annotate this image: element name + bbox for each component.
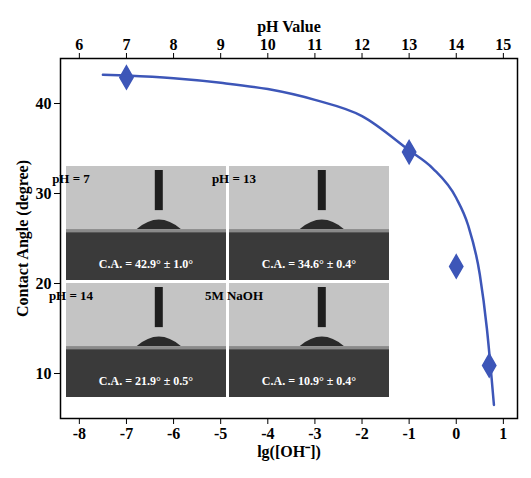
svg-text:C.A. = 21.9° ± 0.5°: C.A. = 21.9° ± 0.5° xyxy=(99,374,194,388)
svg-text:pH = 14: pH = 14 xyxy=(49,288,94,303)
svg-text:14: 14 xyxy=(448,36,464,53)
svg-text:C.A. = 34.6° ± 0.4°: C.A. = 34.6° ± 0.4° xyxy=(262,257,357,271)
svg-text:13: 13 xyxy=(401,36,417,53)
svg-text:10: 10 xyxy=(36,365,52,382)
svg-text:-5: -5 xyxy=(214,425,227,442)
svg-text:0: 0 xyxy=(452,425,460,442)
svg-text:Contact Angle (degree): Contact Angle (degree) xyxy=(14,160,32,317)
svg-text:1: 1 xyxy=(499,425,507,442)
svg-text:pH = 7: pH = 7 xyxy=(52,171,90,186)
svg-text:11: 11 xyxy=(307,36,322,53)
svg-text:-6: -6 xyxy=(167,425,180,442)
svg-text:C.A. = 10.9° ± 0.4°: C.A. = 10.9° ± 0.4° xyxy=(262,374,357,388)
svg-text:-2: -2 xyxy=(355,425,368,442)
svg-text:5M NaOH: 5M NaOH xyxy=(205,288,263,303)
svg-text:20: 20 xyxy=(35,274,52,292)
svg-text:15: 15 xyxy=(495,36,511,53)
svg-text:-7: -7 xyxy=(120,425,133,442)
svg-text:-8: -8 xyxy=(73,425,86,442)
svg-text:-3: -3 xyxy=(308,425,321,442)
svg-text:6: 6 xyxy=(75,36,83,53)
svg-text:9: 9 xyxy=(217,36,225,53)
svg-text:lg([OH⁻]): lg([OH⁻]) xyxy=(257,443,321,461)
svg-text:-4: -4 xyxy=(261,425,274,442)
svg-text:7: 7 xyxy=(122,36,130,53)
svg-text:pH = 13: pH = 13 xyxy=(212,171,257,186)
svg-text:8: 8 xyxy=(170,36,178,53)
svg-text:40: 40 xyxy=(36,95,52,112)
svg-text:10: 10 xyxy=(260,36,276,53)
svg-text:C.A. = 42.9° ± 1.0°: C.A. = 42.9° ± 1.0° xyxy=(99,257,194,271)
svg-text:pH Value: pH Value xyxy=(257,18,321,36)
svg-text:30: 30 xyxy=(36,185,52,202)
svg-text:-1: -1 xyxy=(402,425,415,442)
svg-text:12: 12 xyxy=(354,36,370,53)
